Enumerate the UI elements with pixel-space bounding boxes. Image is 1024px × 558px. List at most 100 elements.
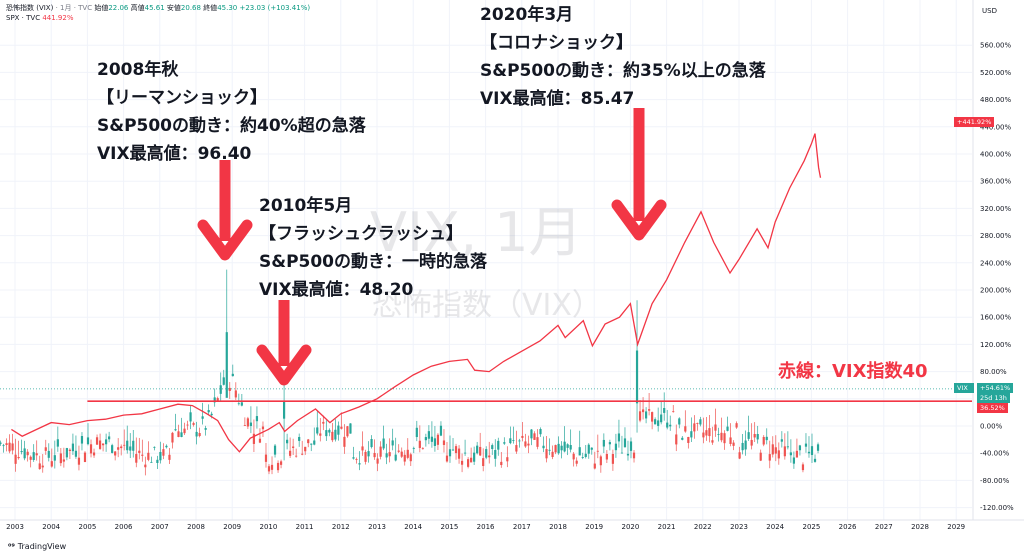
candle-body: [89, 444, 93, 454]
x-tick-label: 2022: [694, 523, 712, 531]
candle-body: [430, 436, 434, 442]
candle-body: [605, 453, 608, 460]
candle-body: [638, 411, 642, 421]
vix-countdown-tag: 25d 13h: [977, 393, 1010, 403]
candle-body: [361, 446, 364, 451]
currency-label[interactable]: USD: [982, 7, 997, 15]
candle-body: [8, 442, 11, 452]
candle-body: [313, 440, 316, 445]
candle-body: [732, 442, 735, 446]
candle-body: [512, 440, 515, 441]
candle-body: [418, 440, 421, 448]
candle-body: [74, 450, 78, 457]
candle-body: [654, 419, 657, 425]
candle-body: [590, 447, 593, 450]
candle-body: [596, 450, 599, 452]
candle-body: [352, 457, 355, 459]
x-tick-label: 2016: [477, 523, 495, 531]
candle-body: [708, 428, 711, 437]
y-tick-label: 560.00%: [980, 42, 1011, 50]
candle-body: [614, 443, 618, 451]
candle-body: [717, 433, 720, 435]
candle-body: [539, 428, 542, 435]
candle-body: [114, 451, 117, 456]
candle-body: [216, 398, 219, 401]
high-value: 45.61: [144, 4, 165, 12]
candle-body: [168, 454, 171, 460]
candle-body: [20, 451, 23, 453]
candle-body: [307, 439, 310, 444]
candle-body: [497, 440, 500, 450]
candle-body: [445, 455, 449, 462]
candle-body: [756, 434, 759, 440]
candle-body: [301, 453, 304, 455]
candle-body: [696, 422, 699, 424]
candle-body: [92, 452, 96, 456]
y-tick-label: 160.00%: [980, 314, 1011, 322]
candle-body: [641, 409, 645, 413]
candle-body: [451, 449, 455, 451]
x-tick-label: 2023: [730, 523, 748, 531]
legend-line-vix[interactable]: 恐怖指数 (VIX) · 1月 · TVC 始値22.06 高値45.61 安値…: [6, 3, 310, 13]
x-tick-label: 2005: [78, 523, 96, 531]
candle-body: [768, 454, 771, 461]
candle-body: [298, 436, 301, 441]
candle-body: [705, 430, 708, 436]
candle-body: [289, 450, 292, 456]
candle-body: [349, 423, 352, 434]
annotation-arrows: [197, 108, 667, 386]
candle-body: [542, 445, 545, 449]
candle-body: [204, 428, 207, 430]
candle-body: [672, 411, 675, 413]
candle-body: [111, 445, 114, 453]
x-tick-label: 2024: [766, 523, 784, 531]
candle-body: [648, 409, 651, 411]
x-tick-label: 2004: [42, 523, 60, 531]
candle-body: [373, 452, 376, 458]
candle-body: [310, 443, 313, 445]
spx-line: [11, 133, 822, 453]
candle-body: [5, 443, 8, 446]
candle-body: [711, 440, 714, 443]
candle-body: [234, 390, 237, 398]
candle-body: [608, 442, 611, 445]
tradingview-logo[interactable]: ⁰⁹ TradingView: [8, 542, 66, 551]
candle-body: [439, 425, 443, 436]
candle-body: [813, 458, 817, 462]
candle-body: [38, 463, 41, 470]
candle-body: [62, 459, 65, 462]
legend-line-spx[interactable]: SPX · TVC 441.92%: [6, 14, 73, 22]
candle-body: [651, 412, 654, 422]
candle-body: [319, 433, 322, 436]
x-axis[interactable]: 2003 2004 2005 2006 2007 2008 2009 2010 2011 2012…: [0, 519, 1024, 531]
candle-body: [515, 445, 518, 452]
candle-body: [53, 455, 56, 461]
candle-body: [225, 332, 228, 398]
x-tick-label: 2007: [151, 523, 169, 531]
candle-body: [678, 418, 681, 425]
x-tick-label: 2026: [839, 523, 857, 531]
candle-body: [159, 451, 162, 461]
high-label: 高値: [130, 4, 145, 12]
x-tick-label: 2027: [875, 523, 893, 531]
candle-body: [729, 437, 732, 444]
candle-body: [150, 461, 153, 463]
candle-body: [403, 454, 406, 462]
x-tick-label: 2009: [223, 523, 241, 531]
candle-body: [482, 458, 485, 467]
candle-body: [120, 446, 123, 449]
candle-body: [762, 436, 765, 445]
candle-body: [566, 444, 569, 448]
y-axis[interactable]: 560.00% 520.00% 480.00% 440.00% 400.00% 360.0…: [972, 0, 1014, 520]
candle-body: [587, 444, 590, 454]
x-tick-label: 2021: [658, 523, 676, 531]
tradingview-label: TradingView: [17, 542, 67, 551]
y-tick-label: -120.00%: [980, 504, 1014, 512]
candle-body: [237, 403, 240, 405]
candle-body: [126, 440, 129, 451]
candle-body: [337, 425, 340, 435]
candle-body: [385, 453, 388, 458]
candle-body: [207, 410, 210, 413]
candle-body: [789, 452, 792, 456]
